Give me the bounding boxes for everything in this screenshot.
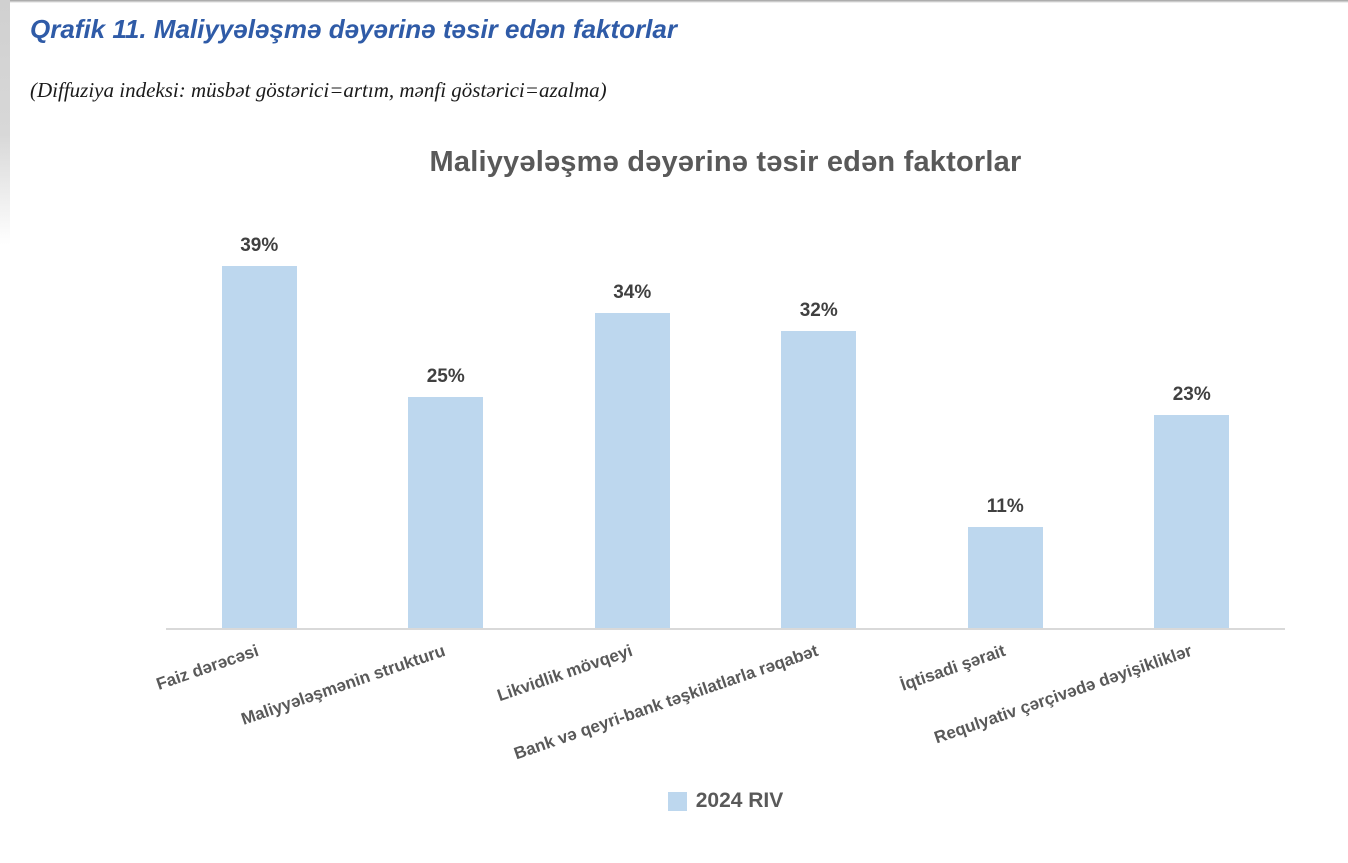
category-label: Maliyyələşmənin strukturu bbox=[238, 641, 448, 729]
figure-caption: Qrafik 11. Maliyyələşmə dəyərinə təsir e… bbox=[30, 14, 677, 44]
bar-value-label: 25% bbox=[426, 365, 465, 387]
bar-slot: 34% bbox=[539, 257, 726, 629]
bar-slot: 32% bbox=[726, 257, 913, 629]
bar bbox=[594, 312, 670, 629]
bar-slot: 11% bbox=[912, 257, 1099, 629]
bar bbox=[1154, 415, 1230, 629]
legend: 2024 RIV bbox=[166, 789, 1285, 813]
page-edge-shadow bbox=[0, 0, 10, 245]
chart-title: Maliyyələşmə dəyərinə təsir edən faktorl… bbox=[429, 146, 1022, 178]
legend-swatch bbox=[667, 791, 687, 811]
category-label: Bank və qeyri-bank təşkilatlarla rəqabət bbox=[511, 641, 821, 764]
bar bbox=[221, 266, 297, 629]
bar-slot: 23% bbox=[1099, 257, 1286, 629]
legend-label: 2024 RIV bbox=[695, 789, 784, 812]
category-label: Faiz dərəcəsi bbox=[154, 641, 262, 694]
bar-value-label: 34% bbox=[613, 281, 652, 303]
category-label: İqtisadi şərait bbox=[897, 641, 1008, 695]
window-top-edge bbox=[10, 0, 1348, 3]
bar bbox=[408, 396, 484, 629]
bar-slot: 25% bbox=[353, 257, 540, 629]
figure-subcaption: (Diffuziya indeksi: müsbət göstərici=art… bbox=[30, 78, 607, 102]
bar bbox=[781, 331, 857, 629]
bar-slot: 39% bbox=[166, 235, 353, 629]
bar-value-label: 23% bbox=[1172, 384, 1211, 406]
x-axis-line bbox=[166, 628, 1285, 630]
bar-value-label: 11% bbox=[986, 495, 1024, 517]
plot-area: 39% 25% 34% 32% 11% 23% bbox=[166, 235, 1286, 629]
category-label: Likvidlik mövqeyi bbox=[494, 641, 635, 706]
bar-value-label: 39% bbox=[240, 235, 279, 257]
bar bbox=[967, 526, 1043, 629]
bar-value-label: 32% bbox=[799, 300, 838, 322]
